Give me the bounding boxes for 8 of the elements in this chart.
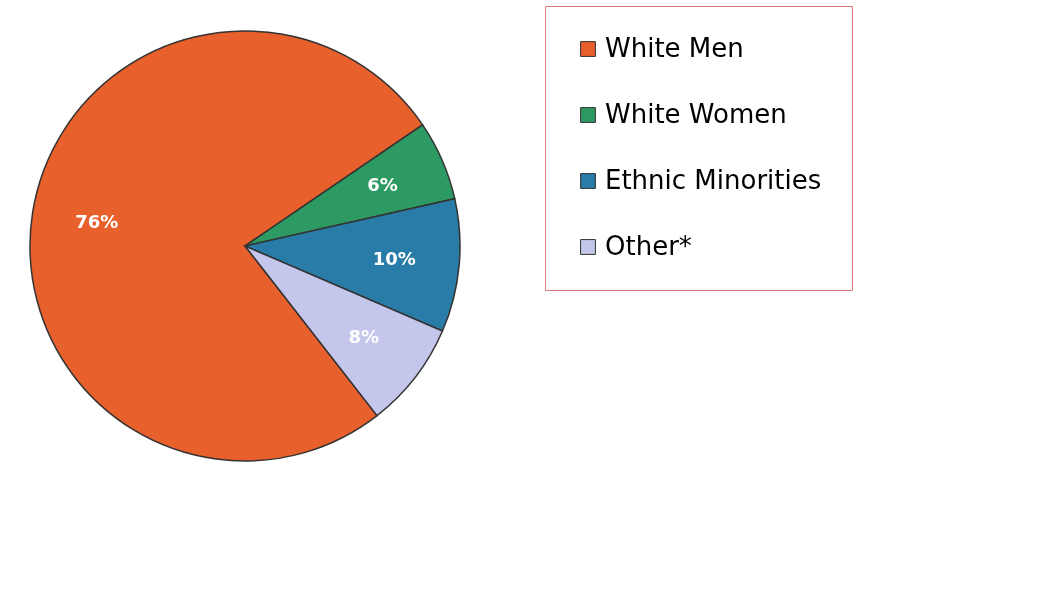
data-label: 10% <box>372 247 416 269</box>
legend-label: Ethnic Minorities <box>605 165 822 195</box>
data-label: 8% <box>348 325 379 347</box>
legend-label: White Women <box>605 99 787 129</box>
data-label: 76% <box>75 210 119 232</box>
legend-label: White Men <box>605 33 744 63</box>
legend-label: Other* <box>605 231 692 261</box>
data-label: 6% <box>367 174 398 196</box>
